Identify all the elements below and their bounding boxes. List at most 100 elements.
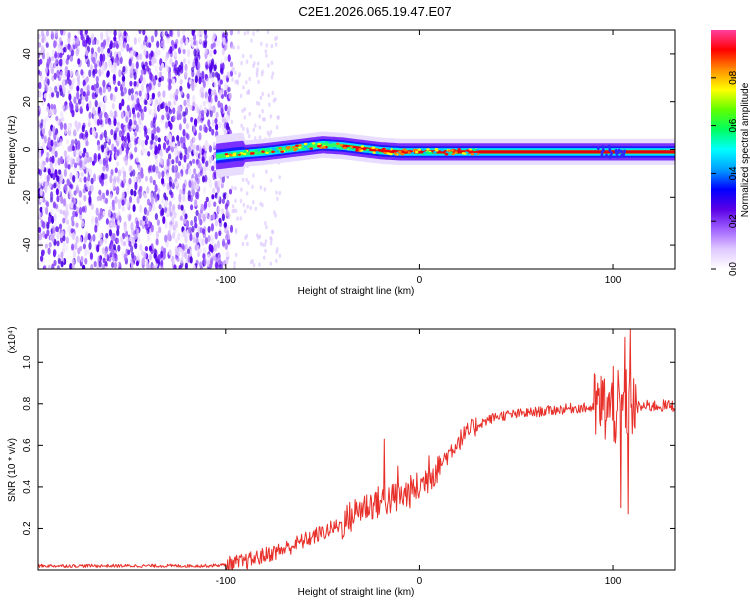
noise-speckle: [264, 221, 267, 226]
noise-speckle: [154, 30, 158, 38]
noise-speckle: [71, 139, 75, 146]
ridge-blob: [404, 151, 408, 154]
noise-speckle: [218, 230, 222, 237]
noise-speckle: [82, 264, 86, 269]
noise-speckle: [199, 104, 203, 112]
snr-scale-label: (x10⁴): [7, 326, 18, 353]
noise-speckle: [209, 155, 214, 162]
noise-speckle: [42, 34, 46, 42]
noise-speckle: [85, 140, 89, 147]
noise-speckle: [252, 31, 255, 36]
noise-speckle: [66, 155, 70, 164]
noise-speckle: [113, 68, 117, 74]
noise-speckle: [180, 142, 184, 149]
colorbar-tick-label: 0.2: [728, 214, 739, 228]
ridge-blob: [450, 149, 455, 152]
noise-speckle: [96, 118, 100, 126]
y-tick-label: -40: [22, 237, 33, 252]
spectrogram-panel: -100 0 100 -40 -20 0 20 40 Height of straight …: [7, 29, 676, 297]
noise-speckle: [209, 180, 213, 189]
noise-speckle: [258, 262, 261, 267]
noise-speckle: [50, 209, 54, 216]
noise-speckle: [128, 196, 133, 204]
noise-speckle: [153, 102, 157, 111]
ridge-blob: [319, 146, 323, 149]
noise-speckle: [50, 139, 54, 147]
noise-speckle: [200, 30, 204, 36]
ridge-blob: [451, 152, 455, 156]
noise-speckle: [198, 36, 203, 44]
ridge-blob: [449, 151, 453, 154]
noise-speckle: [38, 169, 43, 176]
noise-speckle: [117, 199, 121, 205]
noise-speckle: [161, 62, 165, 69]
noise-speckle: [140, 69, 144, 75]
noise-speckle: [167, 145, 171, 151]
ridge-blob: [292, 146, 296, 149]
noise-speckle: [182, 30, 186, 36]
noise-speckle: [256, 67, 259, 72]
noise-speckle: [80, 255, 84, 263]
noise-speckle: [72, 36, 76, 46]
noise-speckle: [181, 250, 185, 258]
noise-speckle: [49, 197, 54, 203]
noise-speckle: [173, 64, 177, 72]
noise-speckle: [90, 65, 94, 72]
noise-speckle: [190, 37, 194, 46]
noise-speckle: [196, 70, 200, 78]
noise-speckle: [133, 120, 137, 126]
noise-speckle: [186, 152, 190, 160]
noise-speckle: [194, 173, 198, 182]
noise-speckle: [105, 232, 109, 239]
noise-speckle: [75, 235, 79, 244]
noise-speckle: [120, 91, 124, 97]
noise-speckle: [122, 75, 126, 82]
noise-speckle: [143, 44, 147, 52]
noise-speckle: [83, 147, 87, 154]
noise-speckle: [130, 87, 134, 95]
noise-speckle: [162, 216, 166, 225]
noise-speckle: [198, 76, 202, 85]
noise-speckle: [194, 199, 198, 207]
noise-speckle: [155, 238, 159, 246]
noise-speckle: [191, 66, 195, 73]
noise-speckle: [39, 122, 43, 129]
noise-speckle: [276, 247, 279, 252]
noise-speckle: [126, 200, 130, 208]
noise-speckle: [133, 176, 137, 183]
noise-speckle: [116, 175, 120, 183]
noise-speckle: [146, 261, 150, 269]
noise-speckle: [192, 235, 196, 244]
noise-speckle: [85, 151, 89, 158]
noise-speckle: [243, 209, 247, 214]
noise-speckle: [248, 111, 251, 117]
ridge-blob: [261, 148, 266, 151]
noise-speckle: [174, 50, 178, 58]
noise-speckle: [220, 182, 224, 189]
noise-speckle: [171, 207, 176, 216]
noise-speckle: [151, 59, 155, 66]
noise-speckle: [199, 248, 203, 254]
noise-speckle: [189, 256, 193, 264]
noise-speckle: [105, 113, 109, 120]
noise-speckle: [48, 242, 52, 248]
noise-speckle: [265, 43, 269, 48]
snr-series-line: [38, 329, 675, 570]
noise-speckle: [88, 199, 92, 206]
noise-speckle: [104, 180, 108, 187]
noise-speckle: [53, 213, 57, 222]
colorbar-ticks: 0.0 0.2 0.4 0.6 0.8: [711, 70, 739, 276]
noise-speckle: [99, 110, 103, 119]
noise-speckle: [214, 231, 218, 240]
noise-speckle: [180, 90, 184, 96]
noise-speckle: [155, 98, 159, 106]
noise-speckle: [261, 203, 264, 208]
noise-speckle: [129, 80, 133, 87]
snr-x-label: Height of straight line (km): [298, 587, 415, 598]
noise-speckle: [241, 108, 244, 114]
noise-speckle: [84, 129, 88, 139]
noise-speckle: [67, 224, 72, 231]
noise-speckle: [245, 191, 249, 196]
noise-speckle: [63, 46, 67, 53]
noise-speckle: [132, 169, 136, 177]
